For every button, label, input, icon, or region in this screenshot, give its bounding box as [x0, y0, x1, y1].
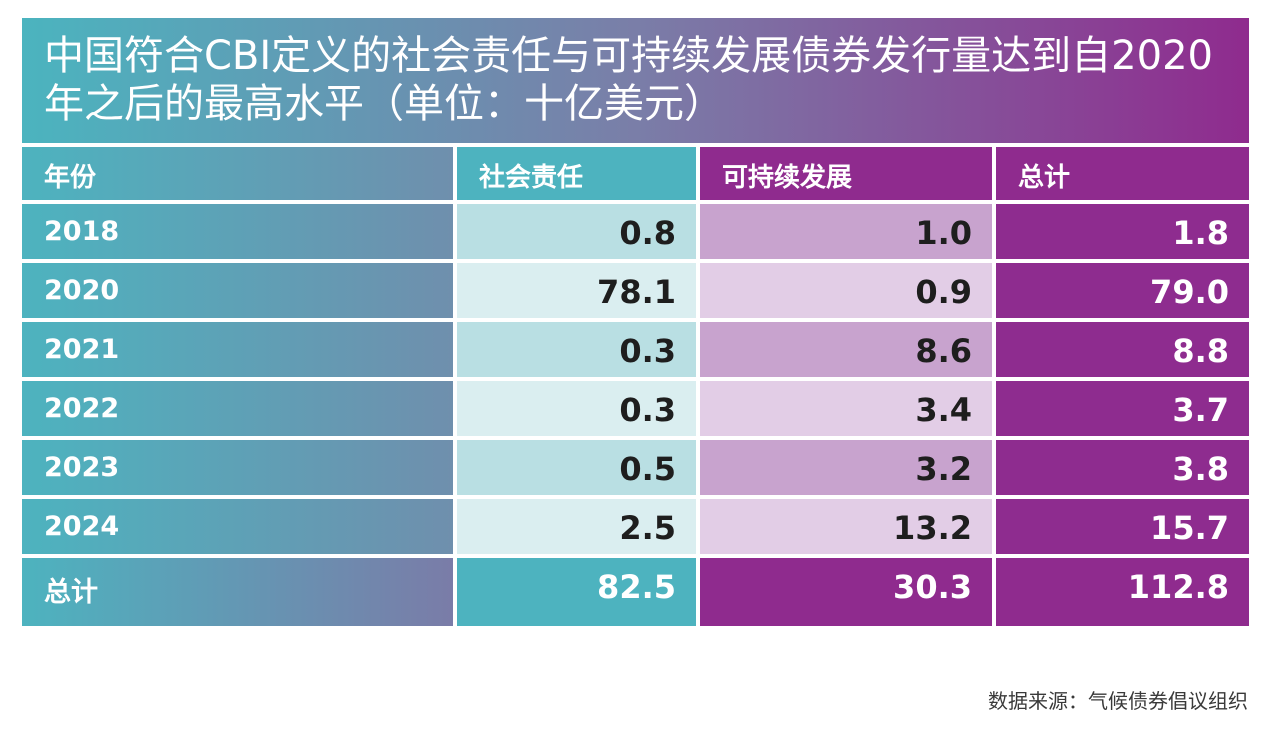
cell-year-2023: 2023 — [22, 440, 453, 495]
table-row: 2018 0.8 1.0 1.8 — [22, 204, 1249, 259]
cell-total-2024: 15.7 — [996, 499, 1249, 554]
footer-year: 总计 — [22, 558, 453, 626]
cell-year-2018: 2018 — [22, 204, 453, 259]
table-row: 2020 78.1 0.9 79.0 — [22, 263, 1249, 318]
column-header-year: 年份 — [22, 147, 453, 200]
cell-year-2022: 2022 — [22, 381, 453, 436]
cell-year-2024: 2024 — [22, 499, 453, 554]
table-row: 2024 2.5 13.2 15.7 — [22, 499, 1249, 554]
cell-total-2020: 79.0 — [996, 263, 1249, 318]
cell-total-2018: 1.8 — [996, 204, 1249, 259]
column-header-social: 社会责任 — [457, 147, 696, 200]
cell-social-2018: 0.8 — [457, 204, 696, 259]
cell-social-2021: 0.3 — [457, 322, 696, 377]
cell-social-2024: 2.5 — [457, 499, 696, 554]
footer-sustainable: 30.3 — [700, 558, 992, 626]
column-header-total: 总计 — [996, 147, 1249, 200]
cell-sustainable-2018: 1.0 — [700, 204, 992, 259]
footer-social: 82.5 — [457, 558, 696, 626]
table-header-row: 年份 社会责任 可持续发展 总计 — [22, 147, 1249, 200]
cell-sustainable-2020: 0.9 — [700, 263, 992, 318]
table-row: 2022 0.3 3.4 3.7 — [22, 381, 1249, 436]
cell-total-2022: 3.7 — [996, 381, 1249, 436]
chart-title: 中国符合CBI定义的社会责任与可持续发展债券发行量达到自2020年之后的最高水平… — [44, 33, 1213, 127]
table-footer-row: 总计 82.5 30.3 112.8 — [22, 558, 1249, 626]
cell-sustainable-2024: 13.2 — [700, 499, 992, 554]
cell-social-2020: 78.1 — [457, 263, 696, 318]
table-row: 2023 0.5 3.2 3.8 — [22, 440, 1249, 495]
footer-total: 112.8 — [996, 558, 1249, 626]
column-header-sustainable: 可持续发展 — [700, 147, 992, 200]
cell-year-2020: 2020 — [22, 263, 453, 318]
cell-sustainable-2022: 3.4 — [700, 381, 992, 436]
cell-total-2023: 3.8 — [996, 440, 1249, 495]
cell-sustainable-2023: 3.2 — [700, 440, 992, 495]
source-note: 数据来源：气候债券倡议组织 — [988, 689, 1248, 713]
cell-year-2021: 2021 — [22, 322, 453, 377]
cell-sustainable-2021: 8.6 — [700, 322, 992, 377]
table-row: 2021 0.3 8.6 8.8 — [22, 322, 1249, 377]
cell-social-2022: 0.3 — [457, 381, 696, 436]
title-banner: 中国符合CBI定义的社会责任与可持续发展债券发行量达到自2020年之后的最高水平… — [22, 18, 1249, 143]
cell-total-2021: 8.8 — [996, 322, 1249, 377]
cell-social-2023: 0.5 — [457, 440, 696, 495]
